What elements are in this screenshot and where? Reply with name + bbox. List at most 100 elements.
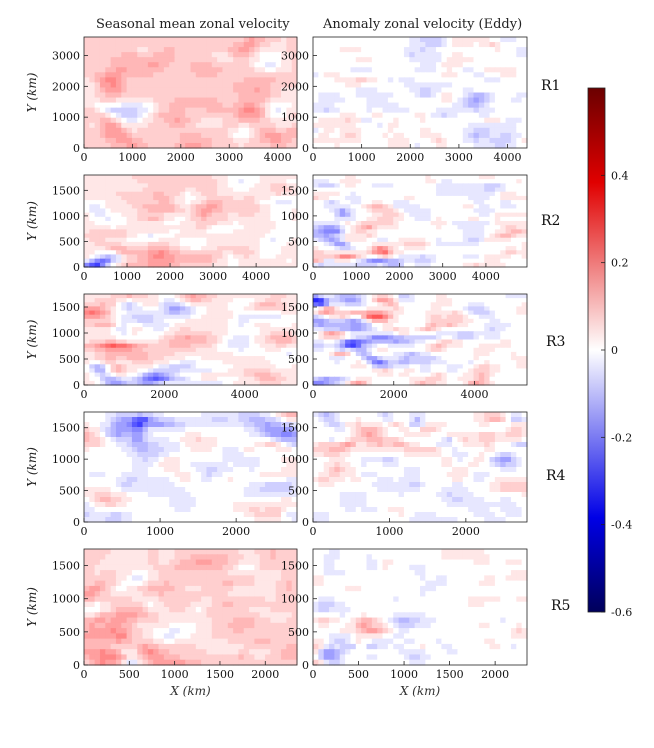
heatmap-cell <box>137 302 144 308</box>
heatmap-cell <box>270 335 277 341</box>
heatmap-cell <box>425 294 432 299</box>
heatmap-cell <box>153 212 160 218</box>
heatmap-cell <box>211 331 218 336</box>
heatmap-cell <box>158 42 165 48</box>
heatmap-cell <box>163 331 170 336</box>
heatmap-cell <box>318 175 325 180</box>
heatmap-cell <box>361 327 368 332</box>
heatmap-cell <box>121 221 128 226</box>
heatmap-cell <box>452 132 459 139</box>
heatmap-cell <box>131 221 138 226</box>
heatmap-cell <box>414 179 421 184</box>
heatmap-cell <box>259 195 266 201</box>
heatmap-cell <box>254 306 261 312</box>
heatmap-cell <box>366 212 373 218</box>
heatmap-cell <box>403 233 410 239</box>
heatmap-cell <box>195 318 202 324</box>
heatmap-cell <box>249 310 255 316</box>
heatmap-cell <box>126 142 133 149</box>
heatmap-cell <box>206 72 213 78</box>
heatmap-cell <box>355 112 362 119</box>
heatmap-cell <box>142 42 149 48</box>
heatmap-cell <box>174 183 181 189</box>
heatmap-cell <box>446 191 453 197</box>
heatmap-cell <box>84 258 90 264</box>
heatmap-cell <box>473 102 480 109</box>
heatmap-cell <box>195 241 202 247</box>
heatmap-cell <box>89 72 96 78</box>
heatmap-cell <box>243 351 250 357</box>
heatmap-cell <box>99 42 106 48</box>
heatmap-cell <box>195 310 202 316</box>
heatmap-cell <box>238 351 245 357</box>
heatmap-cell <box>521 216 528 222</box>
heatmap-cell <box>94 302 101 308</box>
heatmap-cell <box>393 216 400 222</box>
heatmap-cell <box>195 132 202 139</box>
heatmap-cell <box>270 250 277 256</box>
heatmap-cell <box>137 237 144 243</box>
heatmap-cell <box>403 318 410 324</box>
heatmap-cell <box>478 246 485 251</box>
heatmap-cell <box>147 339 154 345</box>
heatmap-cell <box>409 208 416 214</box>
heatmap-cell <box>265 127 271 134</box>
heatmap-cell <box>441 77 448 84</box>
heatmap-cell <box>249 37 255 43</box>
heatmap-cell <box>174 356 181 361</box>
heatmap-cell <box>334 241 341 247</box>
heatmap-cell <box>84 37 90 43</box>
heatmap-cell <box>195 195 202 201</box>
heatmap-cell <box>222 82 229 89</box>
heatmap-cell <box>243 122 250 129</box>
heatmap-cell <box>468 208 475 214</box>
heatmap-cell <box>329 175 335 180</box>
heatmap-cell <box>249 364 255 370</box>
heatmap-cell <box>238 212 245 218</box>
heatmap-cell <box>99 195 106 201</box>
heatmap-cell <box>393 318 400 324</box>
heatmap-cell <box>393 102 400 109</box>
heatmap-cell <box>489 47 496 53</box>
heatmap-cell <box>190 250 197 256</box>
heatmap-cell <box>275 322 282 328</box>
heatmap-cell <box>238 322 245 328</box>
heatmap-cell <box>516 37 523 43</box>
heatmap-cell <box>355 237 362 243</box>
heatmap-cell <box>420 246 426 251</box>
heatmap-cell <box>505 204 512 210</box>
heatmap-cell <box>179 372 186 378</box>
heatmap-cell <box>414 62 421 68</box>
heatmap-cell <box>286 122 293 129</box>
heatmap-cell <box>142 92 149 99</box>
heatmap-cell <box>206 52 213 58</box>
heatmap-cell <box>462 47 469 53</box>
heatmap-cell <box>441 216 448 222</box>
heatmap-cell <box>211 347 218 353</box>
heatmap-cell <box>409 250 416 256</box>
heatmap-cell <box>217 77 224 84</box>
heatmap-cell <box>334 212 341 218</box>
heatmap-cell <box>110 107 117 114</box>
heatmap-cell <box>185 376 192 382</box>
heatmap-cell <box>500 237 507 243</box>
heatmap-cell <box>313 241 319 247</box>
heatmap-cell <box>494 262 501 268</box>
heatmap-cell <box>249 42 255 48</box>
heatmap-cell <box>179 339 186 345</box>
heatmap-cell <box>185 212 192 218</box>
heatmap-cell <box>201 262 208 268</box>
heatmap-cell <box>121 314 128 320</box>
heatmap-cell <box>270 67 277 73</box>
heatmap-cell <box>436 62 442 68</box>
heatmap-cell <box>377 314 384 320</box>
heatmap-cell <box>169 77 176 84</box>
heatmap-cell <box>500 294 507 299</box>
heatmap-cell <box>409 132 416 139</box>
heatmap-cell <box>174 97 181 104</box>
y-tick-label: 0 <box>73 379 80 392</box>
heatmap-cell <box>217 97 224 104</box>
heatmap-cell <box>494 200 501 205</box>
